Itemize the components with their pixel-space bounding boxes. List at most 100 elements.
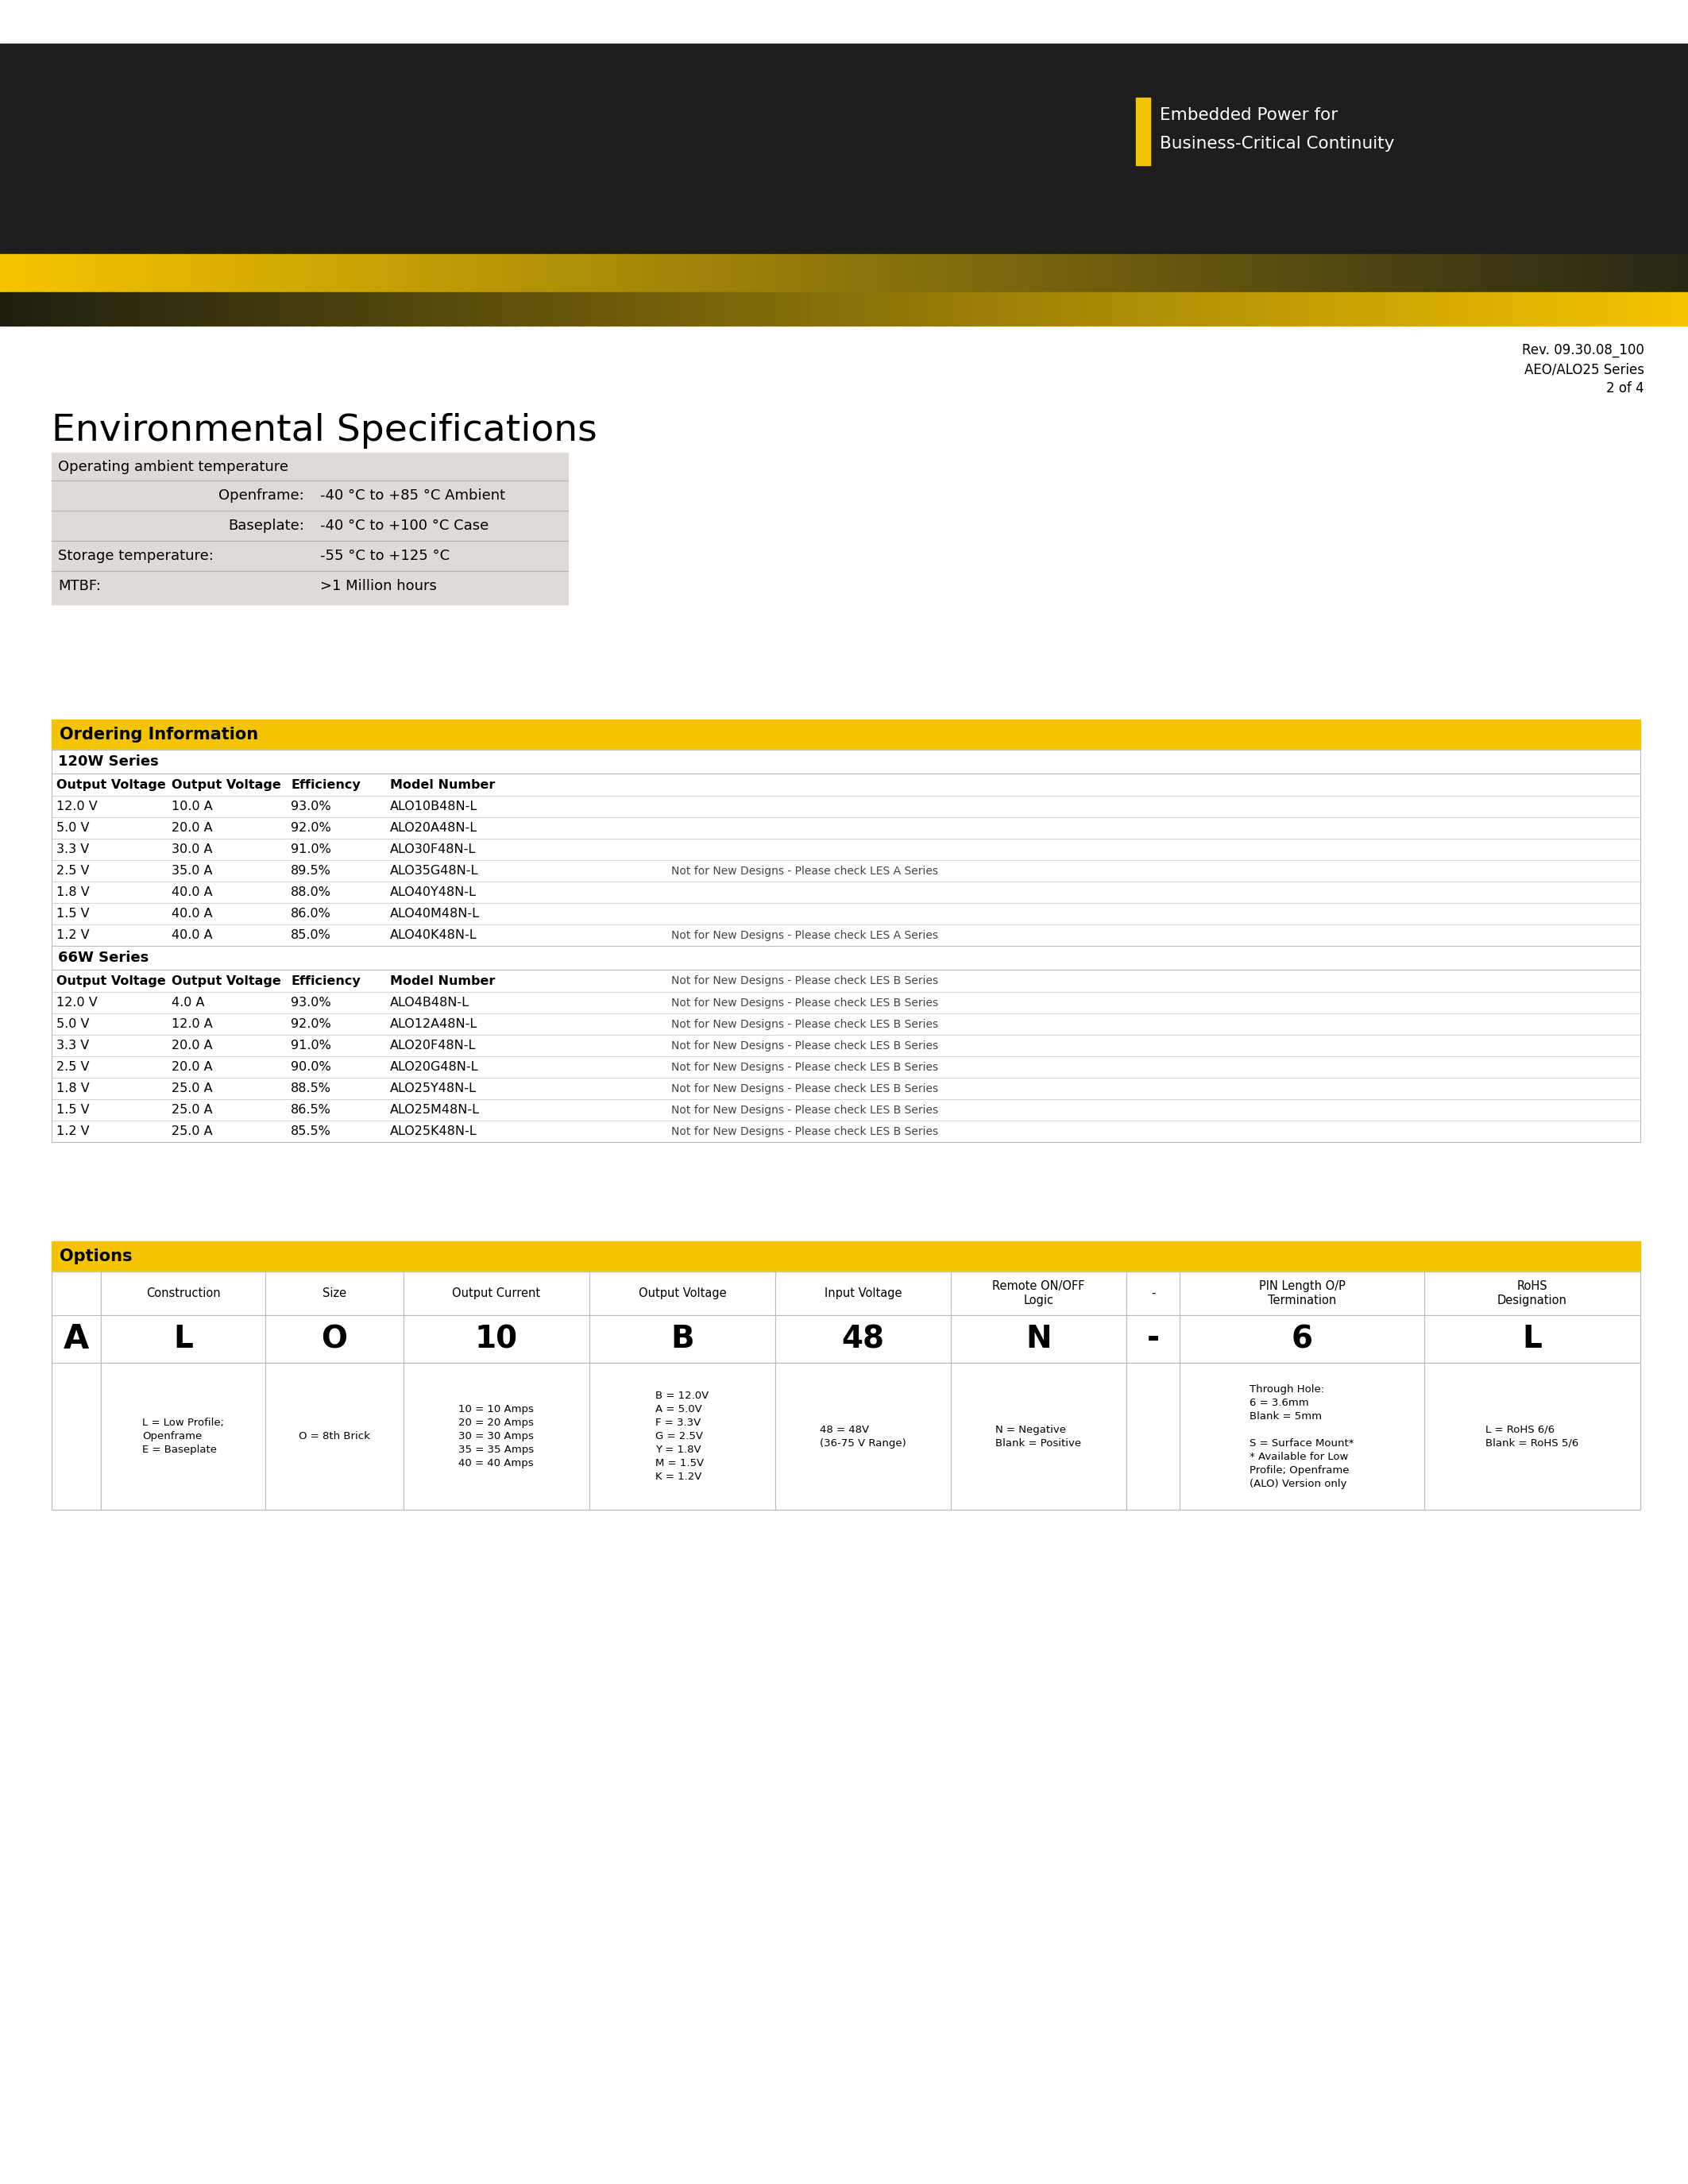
Bar [1595,253,1604,293]
Text: Rev. 09.30.08_100: Rev. 09.30.08_100 [1523,343,1644,358]
Bar [1528,253,1536,293]
Text: 86.0%: 86.0% [290,909,331,919]
Text: 2.5 V: 2.5 V [56,865,89,876]
Bar [945,293,954,325]
Bar [1578,253,1587,293]
Text: Efficiency: Efficiency [290,780,361,791]
Bar [1452,293,1460,325]
Bar [219,293,228,325]
Bar [599,293,608,325]
Text: 92.0%: 92.0% [290,821,331,834]
Text: O = 8th Brick: O = 8th Brick [299,1431,370,1441]
Bar [506,253,515,293]
Bar [1180,1315,1425,1363]
Bar [861,253,869,293]
Bar [211,293,219,325]
Text: 89.5%: 89.5% [290,865,331,876]
Bar [532,253,540,293]
Bar [52,970,1641,992]
Bar [903,293,912,325]
Bar [481,293,490,325]
Text: ALO25Y48N-L: ALO25Y48N-L [390,1083,476,1094]
Text: Model Number: Model Number [390,974,495,987]
Bar [760,293,768,325]
Bar [1485,253,1494,293]
Text: -40 °C to +100 °C Case: -40 °C to +100 °C Case [321,518,490,533]
Bar [1004,253,1013,293]
Bar [329,253,338,293]
Bar [743,293,751,325]
Bar [1426,293,1435,325]
Bar [152,293,160,325]
Bar [143,253,152,293]
Text: 1.5 V: 1.5 V [56,1103,89,1116]
Bar [1114,253,1123,293]
Bar [1207,293,1215,325]
Bar [312,293,321,325]
Text: ALO30F48N-L: ALO30F48N-L [390,843,476,856]
Text: PIN Length O/P
Termination: PIN Length O/P Termination [1259,1280,1345,1306]
Bar [1080,253,1089,293]
Bar [1317,253,1325,293]
Bar [565,293,574,325]
Bar [1376,253,1384,293]
Bar [59,253,68,293]
Bar [321,253,329,293]
Bar [827,293,836,325]
Bar [1425,1363,1641,1509]
Bar [1460,253,1469,293]
Bar [1241,253,1249,293]
Bar [0,0,1688,44]
Text: Not for New Designs - Please check LES A Series: Not for New Designs - Please check LES A… [672,865,939,876]
Text: 4.0 A: 4.0 A [172,996,204,1009]
Bar [852,293,861,325]
Bar [0,253,8,293]
Bar [810,253,819,293]
Text: Storage temperature:: Storage temperature: [57,548,214,563]
Bar [338,293,346,325]
Bar [403,1363,589,1509]
Text: 2 of 4: 2 of 4 [1607,382,1644,395]
Bar [498,293,506,325]
Bar [1249,253,1258,293]
Bar [886,293,895,325]
Bar [1443,293,1452,325]
Bar [228,253,236,293]
Bar [1604,293,1612,325]
Bar [1131,253,1139,293]
Bar [17,293,25,325]
Bar [52,749,1641,773]
Bar [262,293,270,325]
Text: L: L [174,1324,192,1354]
Bar [726,253,734,293]
Bar [456,293,464,325]
Text: Not for New Designs - Please check LES B Series: Not for New Designs - Please check LES B… [672,998,939,1009]
Bar [52,1057,1641,1077]
Bar [194,253,203,293]
Bar [1452,253,1460,293]
Bar [447,293,456,325]
Bar [869,293,878,325]
Bar [878,293,886,325]
Bar [1536,253,1545,293]
Bar [1511,253,1519,293]
Text: 12.0 V: 12.0 V [56,996,98,1009]
Text: 25.0 A: 25.0 A [172,1083,213,1094]
Text: 91.0%: 91.0% [290,843,331,856]
Bar [101,1363,265,1509]
Text: N = Negative
Blank = Positive: N = Negative Blank = Positive [996,1424,1082,1448]
Bar [675,293,684,325]
Bar [1359,253,1367,293]
Bar [245,253,253,293]
Bar [245,293,253,325]
Bar [616,253,625,293]
Bar [950,1315,1126,1363]
Bar [658,253,667,293]
Bar [878,253,886,293]
Bar [1680,293,1688,325]
Bar [1047,253,1055,293]
Bar [498,253,506,293]
Text: Not for New Designs - Please check LES B Series: Not for New Designs - Please check LES B… [672,1040,939,1051]
Bar [979,293,987,325]
Bar [950,1271,1126,1315]
